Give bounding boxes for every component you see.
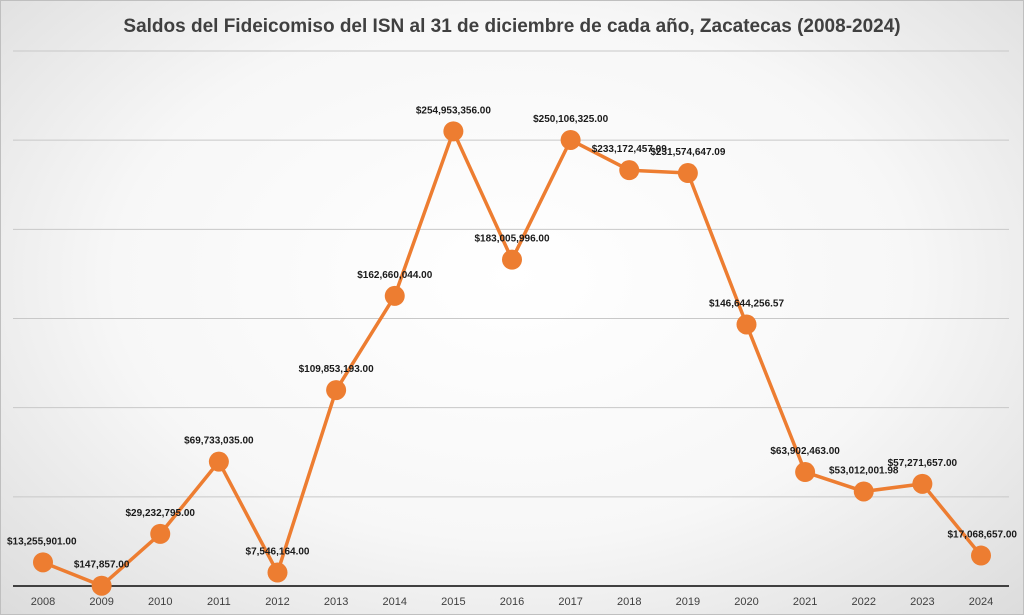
data-point-2010 [150,523,171,544]
markers [33,121,991,596]
data-label-2020: $146,644,256.57 [709,298,785,309]
data-label-2015: $254,953,356.00 [416,105,492,116]
data-point-2009 [91,575,112,596]
x-tick-2020: 2020 [734,596,758,608]
data-point-2020 [736,314,757,335]
x-tick-2008: 2008 [31,596,55,608]
data-point-2014 [384,285,405,306]
data-label-2010: $29,232,795.00 [125,508,195,519]
data-point-2022 [853,481,874,502]
x-tick-2011: 2011 [207,596,231,608]
x-tick-2023: 2023 [910,596,934,608]
data-label-2024: $17,068,657.00 [947,530,1017,541]
x-tick-2015: 2015 [441,596,465,608]
x-tick-2009: 2009 [89,596,113,608]
x-tick-2022: 2022 [852,596,876,608]
x-tick-2017: 2017 [558,596,582,608]
data-label-2021: $63,902,463.00 [770,446,840,457]
data-label-2022: $53,012,001.98 [829,465,899,476]
x-tick-2016: 2016 [500,596,524,608]
data-point-2015 [443,121,464,142]
x-tick-2014: 2014 [383,596,407,608]
data-point-2011 [208,451,229,472]
x-tick-2013: 2013 [324,596,348,608]
gridlines [13,50,1009,587]
chart-title: Saldos del Fideicomiso del ISN al 31 de … [123,16,900,37]
x-tick-2019: 2019 [676,596,700,608]
data-label-2013: $109,853,193.00 [299,364,375,375]
x-tick-2012: 2012 [265,596,289,608]
data-label-2011: $69,733,035.00 [184,436,254,447]
data-point-2016 [502,249,522,270]
data-label-2017: $250,106,325.00 [533,114,609,125]
data-point-2008 [33,552,53,573]
data-point-2023 [912,473,933,494]
x-tick-2021: 2021 [793,596,817,608]
data-point-2019 [677,163,698,184]
data-point-2017 [560,129,581,150]
data-label-2009: $147,857.00 [74,560,130,571]
x-tick-2010: 2010 [148,596,172,608]
data-point-2024 [971,545,991,566]
x-tick-labels: 2008 2009 2010 2011 2012 2013 2014 2015 2016 2017… [31,596,993,608]
data-label-2018: $233,172,457.09 [592,144,668,155]
data-labels: $13,255,901.00 $147,857.00 $29,232,795.00 $… [7,105,1017,570]
data-label-2016: $183,005,996.00 [474,234,550,245]
data-label-2019: $231,574,647.09 [650,147,726,158]
data-label-2023: $57,271,657.00 [888,458,958,469]
x-tick-2018: 2018 [617,596,641,608]
data-point-2018 [619,160,640,181]
data-label-2014: $162,660,044.00 [357,270,433,281]
data-point-2021 [795,462,816,483]
data-label-2008: $13,255,901.00 [7,536,77,547]
x-tick-2024: 2024 [969,596,993,608]
data-point-2013 [326,380,347,401]
data-point-2012 [267,562,288,583]
data-label-2012: $7,546,164.00 [246,547,310,558]
